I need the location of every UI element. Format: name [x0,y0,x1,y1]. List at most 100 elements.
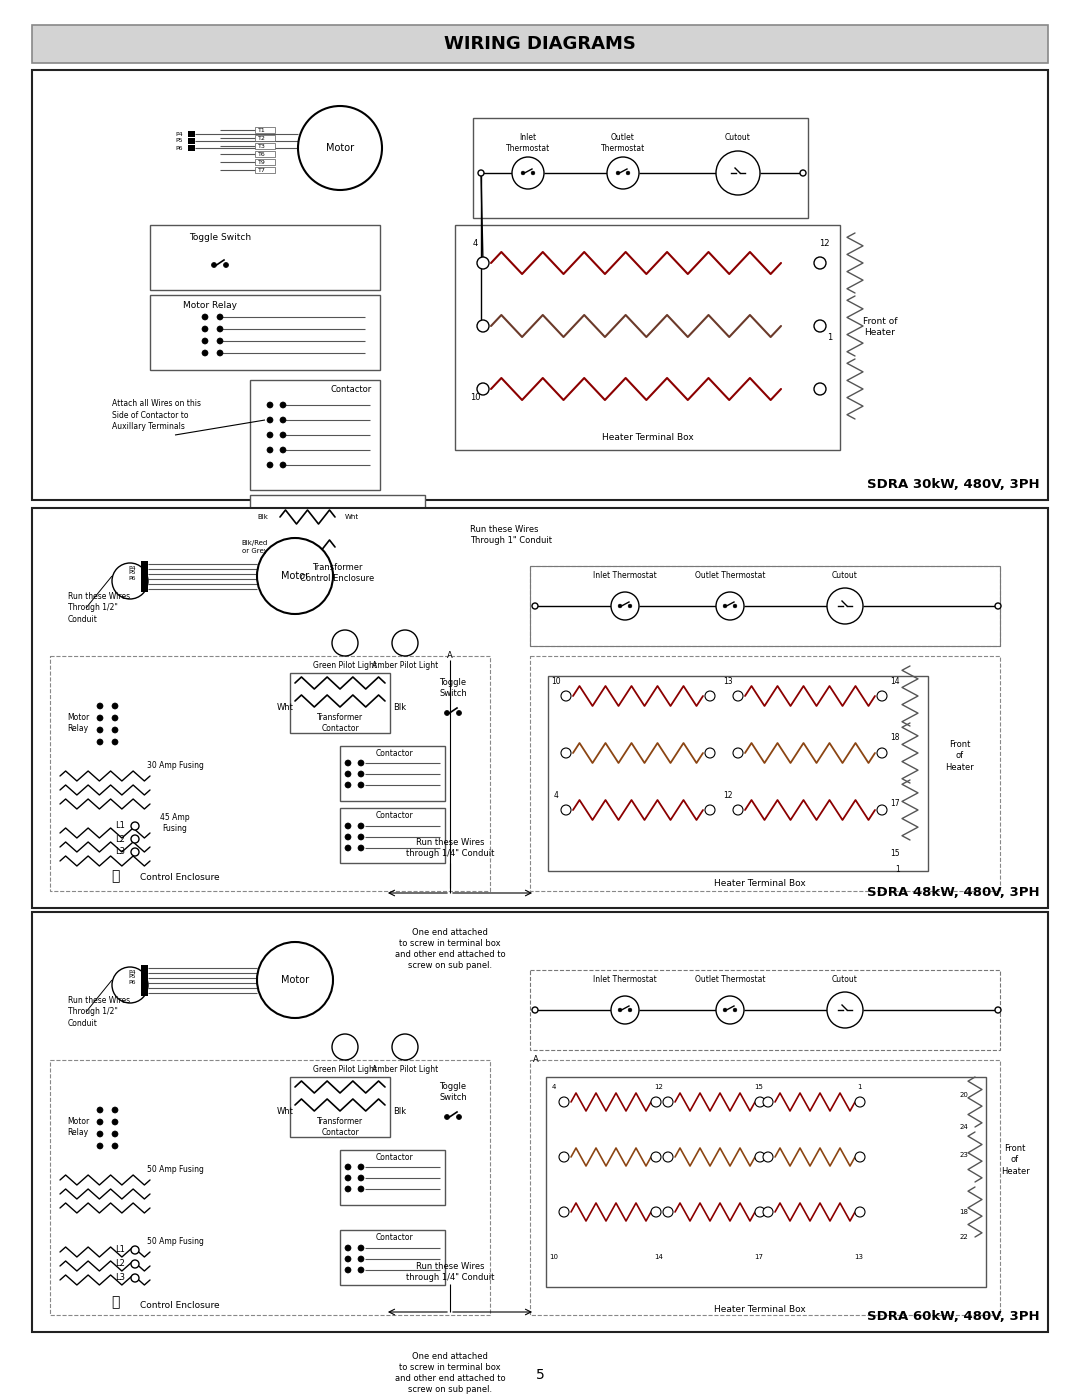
Text: 13: 13 [854,1255,864,1260]
Text: Transformer
Contactor: Transformer Contactor [316,712,363,733]
Text: 15: 15 [755,1084,764,1090]
Text: ⏚: ⏚ [111,1295,119,1309]
Text: 45 Amp
Fusing: 45 Amp Fusing [160,813,190,833]
Text: L1: L1 [116,1246,125,1255]
Circle shape [755,1207,765,1217]
Circle shape [651,1097,661,1106]
Text: Contactor: Contactor [376,1234,414,1242]
Text: Contactor: Contactor [376,1153,414,1161]
Circle shape [392,630,418,657]
Circle shape [267,462,273,468]
Bar [32,25,1048,63]
Bar [340,1229,445,1285]
Circle shape [814,257,826,270]
Circle shape [716,151,760,196]
Bar [32,912,1048,1331]
Text: P6: P6 [175,145,183,151]
Circle shape [332,1034,357,1060]
Circle shape [112,1119,118,1125]
Text: P6: P6 [129,979,136,985]
Text: P4: P4 [129,566,136,570]
Text: 23: 23 [959,1153,968,1158]
Text: 17: 17 [755,1255,764,1260]
Bar [188,131,195,137]
Bar [255,168,275,173]
Bar [340,807,445,863]
Bar [255,136,275,141]
Circle shape [97,1106,103,1113]
Bar [188,138,195,144]
Bar [530,1060,1000,1315]
Text: Motor: Motor [281,975,309,985]
Text: 50 Amp Fusing: 50 Amp Fusing [147,1165,203,1175]
Text: 4: 4 [554,791,558,799]
Text: Outlet
Thermostat: Outlet Thermostat [600,133,645,154]
Text: WIRING DIAGRAMS: WIRING DIAGRAMS [444,35,636,53]
Circle shape [217,351,222,356]
Circle shape [112,967,148,1003]
Text: Motor: Motor [326,142,354,154]
Text: Cutout: Cutout [832,975,858,983]
Circle shape [97,726,103,733]
Text: Green Pilot Light: Green Pilot Light [313,1065,377,1074]
Text: Inlet Thermostat: Inlet Thermostat [593,571,657,580]
Circle shape [97,1119,103,1125]
Text: Blk: Blk [257,514,268,520]
Circle shape [202,351,208,356]
Text: Cutout: Cutout [832,571,858,580]
Circle shape [445,711,449,715]
Bar [340,746,445,800]
Text: Control Enclosure: Control Enclosure [140,1301,220,1309]
Text: Front
of
Heater: Front of Heater [1001,1144,1029,1176]
Text: Transformer
Contactor: Transformer Contactor [316,1118,363,1137]
Circle shape [217,326,222,332]
Text: Run these Wires
Through 1/2"
Conduit: Run these Wires Through 1/2" Conduit [68,592,130,623]
Circle shape [611,592,639,620]
Text: 4: 4 [472,239,477,247]
Circle shape [97,1132,103,1137]
Circle shape [357,782,364,788]
Bar [255,159,275,165]
Circle shape [457,711,461,715]
Bar [530,970,1000,1051]
Bar [141,585,148,592]
Circle shape [724,604,727,608]
Bar [546,1077,986,1287]
Circle shape [531,172,535,175]
Text: L1: L1 [116,821,125,830]
Text: One end attached
to screw in terminal box
and other end attached to
screw on sub: One end attached to screw in terminal bo… [394,1352,505,1394]
Circle shape [477,320,489,332]
Text: 10: 10 [551,676,561,686]
Text: Blk: Blk [393,704,406,712]
Circle shape [618,604,622,608]
Circle shape [345,760,351,766]
Text: Transformer
Control Enclosure: Transformer Control Enclosure [300,563,374,583]
Bar [455,225,840,450]
Text: 12: 12 [820,239,831,247]
Circle shape [345,771,351,777]
Text: P4: P4 [175,131,183,137]
Circle shape [131,835,139,842]
Circle shape [724,1009,727,1011]
Circle shape [97,715,103,721]
Circle shape [733,747,743,759]
Circle shape [357,823,364,828]
Text: Inlet
Thermostat: Inlet Thermostat [505,133,550,154]
Circle shape [532,1007,538,1013]
Bar [255,127,275,133]
Circle shape [212,263,216,267]
Circle shape [800,170,806,176]
Bar [50,657,490,891]
Circle shape [112,1143,118,1148]
Bar [141,975,148,981]
Bar [249,380,380,490]
Circle shape [663,1097,673,1106]
Text: Outlet Thermostat: Outlet Thermostat [694,975,766,983]
Text: T6: T6 [258,151,266,156]
Text: Blk/Red
or Grey: Blk/Red or Grey [242,541,268,553]
Bar [530,566,1000,645]
Circle shape [617,172,620,175]
Circle shape [345,1164,351,1171]
Circle shape [357,1256,364,1261]
Circle shape [267,447,273,453]
